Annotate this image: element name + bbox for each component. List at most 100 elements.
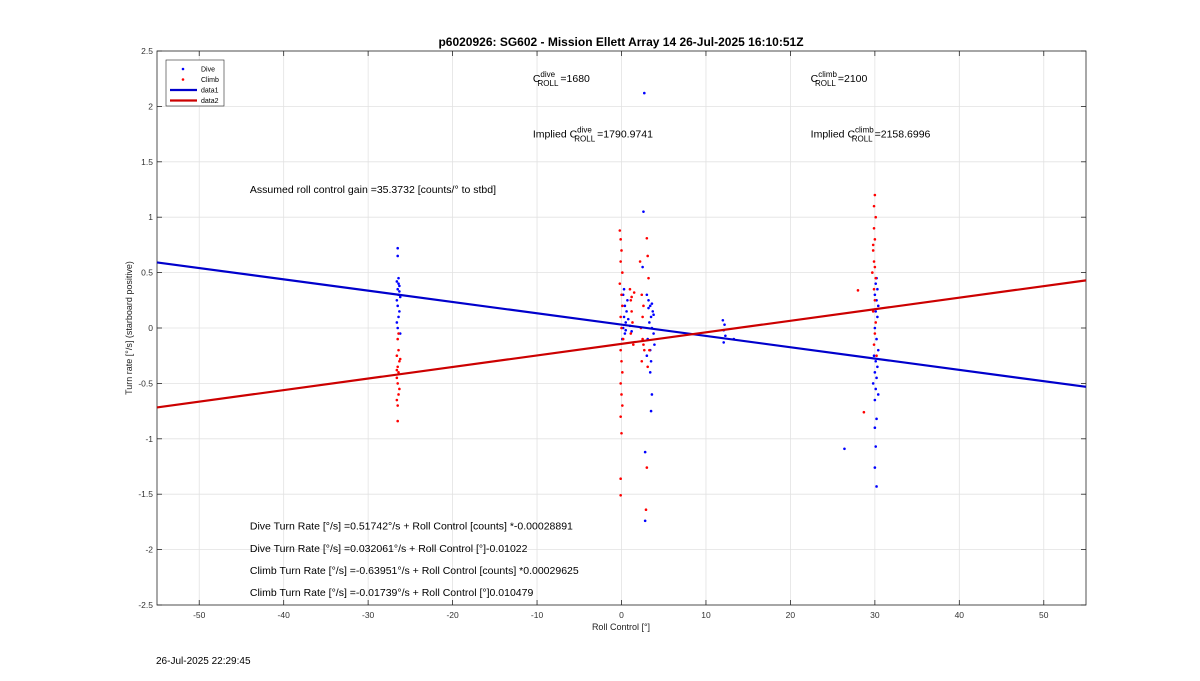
annotation-impl-climb: Implied Cclimb ROLL =2158.6996 xyxy=(811,125,931,143)
dive-point xyxy=(722,341,725,344)
legend-label-data1: data1 xyxy=(201,88,219,95)
climb-point xyxy=(621,304,624,308)
climb-point xyxy=(621,271,624,274)
dive-point xyxy=(651,310,655,313)
climb-point xyxy=(871,243,875,247)
legend-swatch-climb xyxy=(181,78,185,81)
dive-point xyxy=(649,359,653,363)
climb-point xyxy=(872,287,876,291)
climb-point xyxy=(856,289,860,292)
dive-point xyxy=(648,304,652,308)
y-tick-label: 2 xyxy=(148,101,153,111)
climb-point xyxy=(641,337,644,341)
climb-point xyxy=(618,229,622,232)
climb-point xyxy=(398,359,401,363)
dive-point xyxy=(623,332,627,335)
plot-area: -50 -40 -30 -20 -10 0 10 20 30 40 50-2.5-2-1.5-1-0… xyxy=(138,46,1087,620)
climb-point xyxy=(397,393,400,396)
dive-point xyxy=(643,91,646,95)
dive-point xyxy=(398,310,401,313)
x-tick-label: -30 xyxy=(362,610,375,620)
dive-point xyxy=(874,310,878,313)
climb-point xyxy=(632,343,635,346)
dive-point xyxy=(648,321,651,324)
dive-point xyxy=(876,287,879,291)
annotation-c-dive: Cdive ROLL =1680 xyxy=(533,70,590,88)
climb-point xyxy=(645,236,649,240)
y-tick-label: 1 xyxy=(148,212,153,222)
annotation-fit4: Climb Turn Rate [°/s] =-0.01739°/s + Rol… xyxy=(250,587,534,599)
dive-point xyxy=(397,315,400,319)
x-tick-label: 30 xyxy=(870,610,880,620)
annotation-fit1: Dive Turn Rate [°/s] =0.51742°/s + Roll … xyxy=(250,521,573,533)
climb-point xyxy=(396,419,399,423)
footer-timestamp: 26-Jul-2025 22:29:45 xyxy=(156,656,251,667)
dive-point xyxy=(872,354,876,358)
y-tick-label: -1 xyxy=(145,434,153,444)
climb-point xyxy=(619,382,622,385)
climb-point xyxy=(396,404,399,407)
climb-point xyxy=(647,276,650,280)
climb-point xyxy=(645,466,649,469)
legend-box xyxy=(165,59,225,107)
climb-point xyxy=(620,326,623,330)
dive-point xyxy=(876,348,880,352)
climb-point xyxy=(620,393,623,396)
dive-point xyxy=(649,409,653,413)
dive-point xyxy=(626,299,629,302)
climb-point xyxy=(638,260,642,263)
dive-point xyxy=(873,466,877,469)
climb-point xyxy=(873,332,877,335)
climb-point xyxy=(640,359,644,363)
dive-point xyxy=(875,337,878,341)
x-tick-label: 0 xyxy=(619,610,624,620)
climb-point xyxy=(629,332,633,335)
climb-point xyxy=(871,310,875,313)
dive-point xyxy=(395,321,399,324)
climb-point xyxy=(395,376,399,380)
dive-point xyxy=(876,304,880,308)
dive-point xyxy=(622,287,626,291)
climb-point xyxy=(874,215,878,219)
climb-point xyxy=(618,282,622,285)
dive-point xyxy=(875,417,878,421)
data1-fit-line xyxy=(156,261,1087,388)
climb-point xyxy=(873,193,877,197)
climb-point xyxy=(872,226,876,230)
climb-point xyxy=(619,260,622,263)
dive-point xyxy=(874,445,878,448)
climb-point xyxy=(395,354,399,358)
climb-point xyxy=(871,249,875,252)
y-tick-label: 0.5 xyxy=(141,268,153,278)
dive-point xyxy=(396,246,399,250)
climb-point xyxy=(874,321,878,324)
dive-point xyxy=(876,315,879,319)
dive-point xyxy=(873,326,877,330)
y-tick-label: -1.5 xyxy=(138,489,153,499)
climb-point xyxy=(619,415,622,418)
x-tick-label: -40 xyxy=(278,610,291,620)
climb-point xyxy=(644,508,648,512)
annotation-gain: Assumed roll control gain =35.3732 [coun… xyxy=(250,184,496,196)
climb-point xyxy=(872,204,876,208)
climb-point xyxy=(646,254,649,258)
dive-point xyxy=(397,276,400,280)
legend-swatch-dive xyxy=(181,67,185,71)
climb-point xyxy=(628,287,632,291)
dive-point xyxy=(871,382,875,385)
dive-point xyxy=(875,376,878,380)
climb-point xyxy=(643,348,646,352)
dive-point xyxy=(396,326,399,330)
climb-point xyxy=(621,404,624,407)
climb-point xyxy=(874,276,878,280)
x-tick-label: -10 xyxy=(531,610,544,620)
climb-point xyxy=(640,293,644,297)
climb-point xyxy=(619,348,622,352)
y-axis-label: Turn rate [°/s] (starboard positive) xyxy=(124,261,134,395)
dive-point xyxy=(723,323,726,326)
x-tick-label: -20 xyxy=(446,610,459,620)
climb-point xyxy=(871,271,874,274)
legend-label-climb: Climb xyxy=(201,77,219,84)
